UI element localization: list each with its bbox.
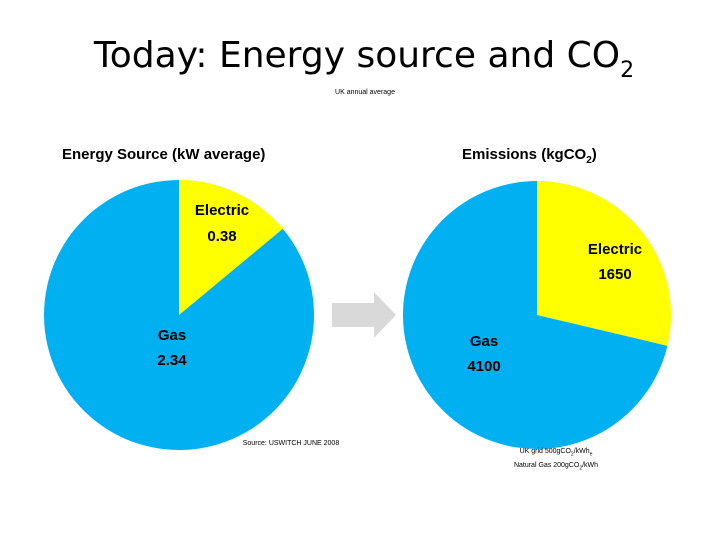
energy-source-pie: Electric 0.38 Gas 2.34: [43, 180, 314, 450]
pie-slice-electric: [179, 180, 283, 315]
source-note: Source: USWITCH JUNE 2008: [242, 440, 340, 447]
emissions-pie: Electric 1650 Gas 4100: [403, 181, 671, 449]
label-gas-value: 4100: [467, 358, 500, 375]
gas-factor-line: Natural Gas 200gCO2/kWh: [513, 462, 599, 472]
slide-subtitle: UK annual average: [335, 89, 395, 96]
arrow-shape: [332, 292, 396, 338]
label-electric-value: 1650: [598, 266, 631, 283]
label-gas-value: 2.34: [157, 352, 187, 369]
emission-factors-note: UK grid 500gCO2/kWhe Natural Gas 200gCO2…: [486, 446, 626, 475]
pie-slice-gas: [403, 181, 668, 449]
energy-source-chart-title: Energy Source (kW average): [62, 146, 266, 163]
label-gas-name: Gas: [158, 327, 186, 344]
emissions-chart-title: Emissions (kgCO2): [462, 146, 597, 166]
grid-factor-line: UK grid 500gCO2/kWhe: [519, 448, 593, 458]
label-electric-name: Electric: [588, 241, 642, 258]
label-electric-value: 0.38: [207, 228, 236, 245]
slide-title: Today: Energy source and CO2: [93, 35, 635, 83]
pie-slice-electric: [537, 181, 671, 346]
label-gas-name: Gas: [470, 333, 498, 350]
pie-slice-gas: [43, 180, 314, 450]
label-electric-name: Electric: [195, 202, 249, 219]
